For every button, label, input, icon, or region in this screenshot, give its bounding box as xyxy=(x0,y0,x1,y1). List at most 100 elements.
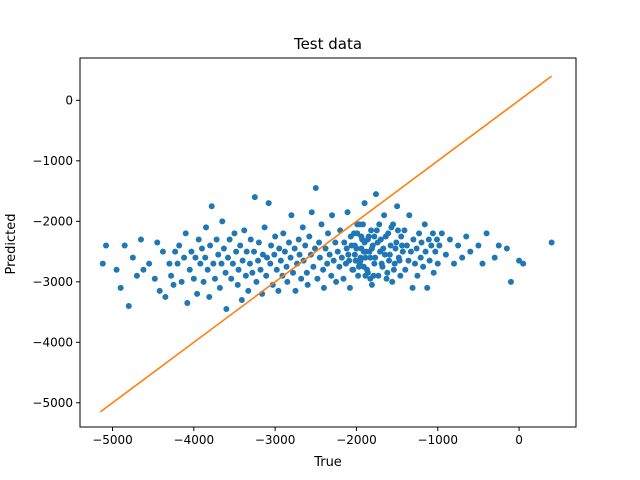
scatter-point xyxy=(383,275,390,282)
scatter-point xyxy=(390,266,397,273)
scatter-point xyxy=(224,254,231,261)
x-tick-label: −1000 xyxy=(417,433,458,447)
scatter-point xyxy=(168,272,175,279)
scatter-point xyxy=(424,284,431,291)
scatter-point xyxy=(247,236,254,243)
scatter-point xyxy=(356,260,363,267)
scatter-point xyxy=(375,272,382,279)
scatter-point xyxy=(330,257,337,264)
x-tick-label: −3000 xyxy=(255,433,296,447)
x-axis-label: True xyxy=(313,455,342,470)
scatter-point xyxy=(405,257,412,264)
scatter-point xyxy=(246,260,253,267)
data-marks xyxy=(99,75,555,413)
scatter-point xyxy=(414,272,421,279)
scatter-point xyxy=(231,230,238,237)
scatter-point xyxy=(451,260,458,267)
scatter-point xyxy=(206,293,213,300)
scatter-point xyxy=(174,260,181,267)
scatter-point xyxy=(172,248,179,255)
scatter-point xyxy=(388,224,395,231)
x-axis-ticks: −5000 −4000 −3000 −2000 −1000 0 xyxy=(92,427,523,447)
scatter-point xyxy=(406,212,413,219)
scatter-point xyxy=(257,266,264,273)
scatter-point xyxy=(386,251,393,258)
scatter-point xyxy=(263,272,270,279)
scatter-point xyxy=(374,239,381,246)
scatter-point xyxy=(306,233,313,240)
scatter-point xyxy=(358,233,365,240)
scatter-point xyxy=(288,212,295,219)
scatter-point xyxy=(184,299,191,306)
scatter-point xyxy=(401,227,408,234)
scatter-point xyxy=(284,278,291,285)
scatter-point xyxy=(215,251,222,258)
scatter-point xyxy=(413,245,420,252)
scatter-point xyxy=(398,233,405,240)
scatter-point xyxy=(430,269,437,276)
scatter-point xyxy=(304,281,311,288)
scatter-point xyxy=(483,230,490,237)
scatter-point xyxy=(291,245,298,252)
scatter-point xyxy=(426,257,433,264)
scatter-point xyxy=(343,245,350,252)
scatter-point xyxy=(446,236,453,243)
scatter-point xyxy=(170,281,177,288)
y-axis-label: Predicted xyxy=(4,213,19,274)
scatter-point xyxy=(507,278,514,285)
scatter-point xyxy=(292,287,299,294)
scatter-point xyxy=(198,245,205,252)
scatter-point xyxy=(195,236,202,243)
scatter-point xyxy=(355,272,362,279)
scatter-point xyxy=(271,251,278,258)
scatter-point xyxy=(381,212,388,219)
scatter-point xyxy=(334,248,341,255)
scatter-point xyxy=(412,260,418,267)
scatter-point xyxy=(434,260,441,267)
scatter-point xyxy=(192,254,199,261)
scatter-point xyxy=(121,242,128,249)
scatter-point xyxy=(156,287,163,294)
scatter-point xyxy=(316,239,323,246)
scatter-point xyxy=(394,203,401,210)
scatter-point xyxy=(137,236,144,243)
scatter-point xyxy=(320,266,327,273)
scatter-point xyxy=(275,287,282,294)
scatter-point xyxy=(133,272,140,279)
scatter-point xyxy=(222,269,229,276)
scatter-point xyxy=(314,275,321,282)
scatter-point xyxy=(245,287,252,294)
scatter-point xyxy=(372,254,379,261)
scatter-point xyxy=(223,306,230,313)
scatter-point xyxy=(303,269,310,276)
scatter-point xyxy=(362,254,369,261)
scatter-point xyxy=(463,233,470,240)
scatter-point xyxy=(359,221,366,228)
identity-line xyxy=(99,75,553,413)
scatter-point xyxy=(290,269,297,276)
scatter-point xyxy=(479,260,486,267)
scatter-point xyxy=(298,275,305,282)
scatter-point xyxy=(202,254,209,261)
scatter-point xyxy=(428,242,435,249)
scatter-point xyxy=(181,254,188,261)
scatter-point xyxy=(320,284,327,291)
scatter-point xyxy=(318,221,325,228)
scatter-point xyxy=(371,260,378,267)
scatter-point xyxy=(373,227,380,234)
scatter-point xyxy=(433,236,440,243)
scatter-point xyxy=(182,230,189,237)
y-tick-label: −5000 xyxy=(32,396,73,410)
scatter-point xyxy=(432,248,439,255)
scatter-point xyxy=(380,245,387,252)
chart-title: Test data xyxy=(293,35,362,53)
scatter-point xyxy=(159,248,166,255)
scatter-point xyxy=(281,248,288,255)
scatter-point xyxy=(368,227,375,234)
scatter-point xyxy=(364,236,371,243)
scatter-point xyxy=(243,248,250,255)
scatter-point xyxy=(495,242,502,249)
scatter-point xyxy=(272,233,279,240)
scatter-point xyxy=(420,263,427,270)
